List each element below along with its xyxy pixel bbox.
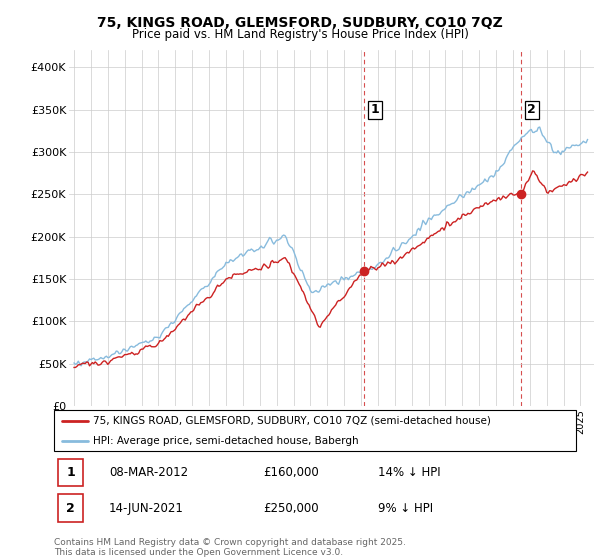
Text: 2: 2 <box>67 502 75 515</box>
Text: £250,000: £250,000 <box>263 502 319 515</box>
Text: 9% ↓ HPI: 9% ↓ HPI <box>377 502 433 515</box>
Text: 08-MAR-2012: 08-MAR-2012 <box>109 466 188 479</box>
Text: Contains HM Land Registry data © Crown copyright and database right 2025.
This d: Contains HM Land Registry data © Crown c… <box>54 538 406 557</box>
Text: 1: 1 <box>67 466 75 479</box>
Bar <box>58 459 83 486</box>
Text: 14-JUN-2021: 14-JUN-2021 <box>109 502 184 515</box>
Text: 75, KINGS ROAD, GLEMSFORD, SUDBURY, CO10 7QZ: 75, KINGS ROAD, GLEMSFORD, SUDBURY, CO10… <box>97 16 503 30</box>
Text: 14% ↓ HPI: 14% ↓ HPI <box>377 466 440 479</box>
Text: HPI: Average price, semi-detached house, Babergh: HPI: Average price, semi-detached house,… <box>93 436 359 446</box>
Text: 2: 2 <box>527 103 536 116</box>
Bar <box>58 494 83 522</box>
Text: 1: 1 <box>371 103 379 116</box>
Text: 75, KINGS ROAD, GLEMSFORD, SUDBURY, CO10 7QZ (semi-detached house): 75, KINGS ROAD, GLEMSFORD, SUDBURY, CO10… <box>93 416 491 426</box>
Text: Price paid vs. HM Land Registry's House Price Index (HPI): Price paid vs. HM Land Registry's House … <box>131 28 469 41</box>
Text: £160,000: £160,000 <box>263 466 319 479</box>
